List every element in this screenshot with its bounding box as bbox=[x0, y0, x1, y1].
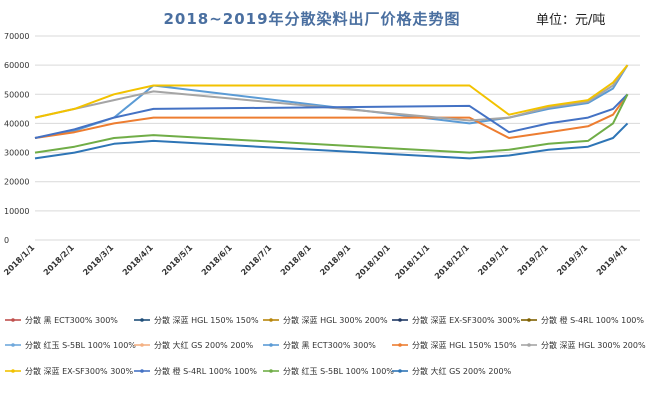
legend: 分散 黑 ECT300% 300% 分散 深蓝 HGL 150% 150% 分散 深… bbox=[5, 315, 646, 376]
legend-marker bbox=[398, 343, 402, 347]
legend-entry: 分散 橙 S-4RL 100% 100% bbox=[541, 315, 644, 325]
legend-entry: 分散 深蓝 HGL 150% 150% bbox=[154, 315, 259, 325]
legend-entry: 分散 橙 S-4RL 100% 100% bbox=[154, 366, 257, 376]
y-tick-label: 70000 bbox=[4, 32, 29, 41]
legend-marker bbox=[140, 343, 144, 347]
y-axis-ticks: 0 10000 20000 30000 40000 50000 60000 70000 bbox=[4, 32, 29, 245]
legend-entry: 分散 黑 ECT300% 300% bbox=[25, 315, 118, 325]
legend-entry: 分散 大红 GS 200% 200% bbox=[412, 366, 512, 376]
series-line bbox=[34, 93, 629, 154]
x-tick-label: 2019/3/1 bbox=[555, 243, 589, 277]
legend-marker bbox=[11, 318, 15, 322]
x-tick-label: 2019/2/1 bbox=[516, 243, 550, 277]
x-tick-label: 2018/12/1 bbox=[433, 243, 471, 281]
legend-entry: 分散 深蓝 HGL 300% 200% bbox=[541, 340, 646, 350]
x-tick-label: 2019/4/1 bbox=[595, 243, 629, 277]
legend-marker bbox=[11, 369, 15, 373]
legend-marker bbox=[398, 369, 402, 373]
y-tick-label: 30000 bbox=[4, 149, 29, 158]
legend-marker bbox=[527, 343, 531, 347]
x-tick-label: 2018/7/1 bbox=[239, 243, 273, 277]
x-tick-label: 2018/11/1 bbox=[393, 243, 431, 281]
legend-entry: 分散 深蓝 EX-SF300% 300% bbox=[412, 315, 520, 325]
legend-entry: 分散 深蓝 EX-SF300% 300% bbox=[25, 366, 133, 376]
legend-marker bbox=[140, 369, 144, 373]
x-tick-label: 2018/6/1 bbox=[200, 243, 234, 277]
legend-entry: 分散 黑 ECT300% 300% bbox=[283, 340, 376, 350]
y-tick-label: 40000 bbox=[4, 119, 29, 128]
legend-entry: 分散 红玉 S-5BL 100% 100% bbox=[283, 366, 394, 376]
legend-marker bbox=[11, 343, 15, 347]
legend-marker bbox=[269, 369, 273, 373]
x-tick-label: 2018/5/1 bbox=[160, 243, 194, 277]
legend-marker bbox=[269, 343, 273, 347]
y-tick-label: 60000 bbox=[4, 61, 29, 70]
chart-title: 2018~2019年分散染料出厂价格走势图 bbox=[163, 10, 460, 28]
series-line bbox=[34, 64, 629, 139]
legend-entry: 分散 深蓝 HGL 150% 150% bbox=[412, 340, 517, 350]
x-tick-label: 2018/4/1 bbox=[121, 243, 155, 277]
legend-marker bbox=[269, 318, 273, 322]
x-tick-label: 2018/10/1 bbox=[354, 243, 392, 281]
legend-entry: 分散 大红 GS 200% 200% bbox=[154, 340, 254, 350]
series-line bbox=[34, 122, 629, 160]
x-tick-label: 2018/9/1 bbox=[318, 243, 352, 277]
x-tick-label: 2019/1/1 bbox=[476, 243, 510, 277]
x-tick-label: 2018/3/1 bbox=[81, 243, 115, 277]
series-line bbox=[34, 93, 629, 139]
legend-entry: 分散 红玉 S-5BL 100% 100% bbox=[25, 340, 136, 350]
unit-label: 单位：元/吨 bbox=[536, 13, 605, 28]
y-tick-label: 20000 bbox=[4, 178, 29, 187]
legend-marker bbox=[140, 318, 144, 322]
x-tick-label: 2018/2/1 bbox=[42, 243, 76, 277]
series-line bbox=[34, 93, 629, 139]
y-tick-label: 50000 bbox=[4, 90, 29, 99]
series-lines bbox=[34, 64, 629, 160]
x-axis-ticks: 2018/1/1 2018/2/1 2018/3/1 2018/4/1 2018/5/1… bbox=[2, 243, 629, 281]
x-tick-label: 2018/8/1 bbox=[279, 243, 313, 277]
y-tick-label: 0 bbox=[4, 236, 9, 245]
x-tick-label: 2018/1/1 bbox=[2, 243, 36, 277]
legend-entry: 分散 深蓝 HGL 300% 200% bbox=[283, 315, 388, 325]
series-line bbox=[34, 64, 629, 119]
legend-marker bbox=[527, 318, 531, 322]
y-tick-label: 10000 bbox=[4, 207, 29, 216]
legend-marker bbox=[398, 318, 402, 322]
